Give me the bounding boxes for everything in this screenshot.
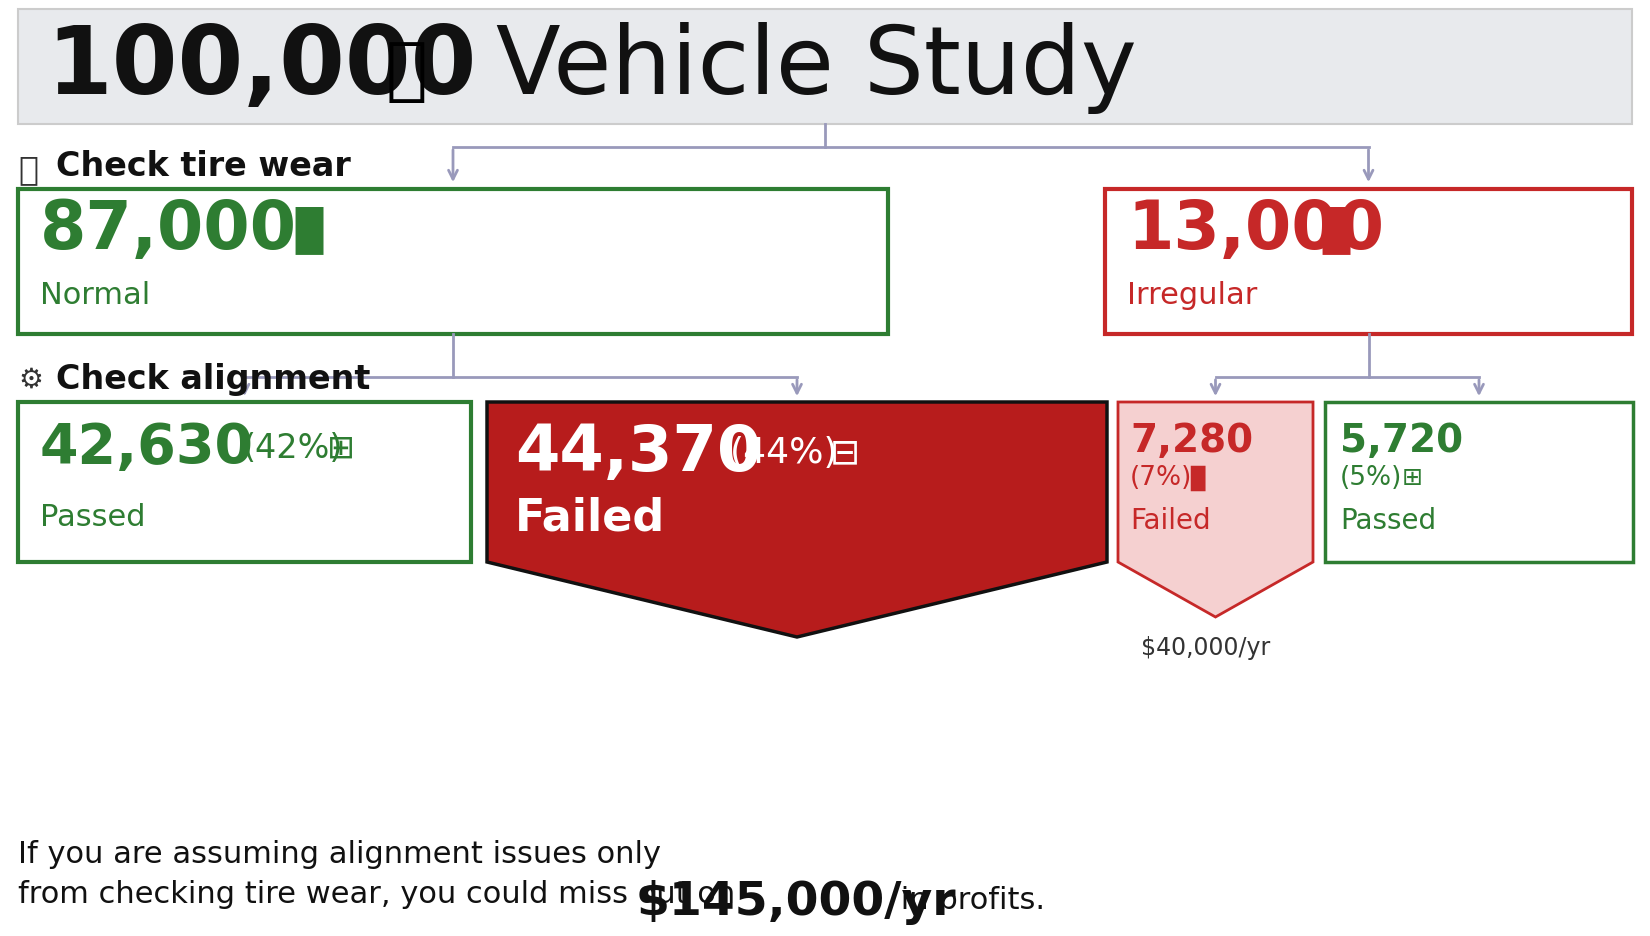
- Text: $145,000/yr: $145,000/yr: [635, 879, 955, 924]
- Text: 44,370: 44,370: [515, 421, 761, 484]
- Text: 100,000: 100,000: [46, 22, 477, 113]
- Text: Ⓣ: Ⓣ: [18, 153, 38, 186]
- Text: (5%): (5%): [1340, 464, 1402, 490]
- Text: ⊞: ⊞: [327, 431, 355, 464]
- Text: Vehicle Study: Vehicle Study: [465, 22, 1137, 113]
- Bar: [18, 190, 888, 335]
- Text: ▊: ▊: [295, 206, 332, 254]
- Text: in profits.: in profits.: [891, 885, 1044, 914]
- Polygon shape: [1119, 402, 1313, 618]
- Bar: [18, 10, 1632, 124]
- Text: Check alignment: Check alignment: [56, 362, 370, 396]
- Text: Failed: Failed: [515, 496, 665, 539]
- Bar: [1325, 402, 1634, 563]
- Text: 87,000: 87,000: [40, 197, 297, 263]
- Bar: [18, 402, 470, 563]
- Text: ⊞: ⊞: [1402, 465, 1422, 490]
- Text: $40,000/yr: $40,000/yr: [1140, 636, 1270, 659]
- Text: 13,000: 13,000: [1127, 197, 1384, 263]
- Text: ▊: ▊: [1190, 465, 1209, 490]
- Text: Failed: Failed: [1130, 506, 1211, 534]
- Text: Normal: Normal: [40, 280, 150, 309]
- Text: Check tire wear: Check tire wear: [56, 150, 351, 183]
- Text: If you are assuming alignment issues only: If you are assuming alignment issues onl…: [18, 839, 662, 868]
- Text: 🚗: 🚗: [386, 38, 427, 105]
- Text: 5,720: 5,720: [1340, 421, 1464, 460]
- Text: Passed: Passed: [1340, 506, 1436, 534]
- Text: (7%): (7%): [1130, 464, 1193, 490]
- Text: Irregular: Irregular: [1127, 280, 1257, 309]
- Bar: [1106, 190, 1632, 335]
- Text: 7,280: 7,280: [1130, 421, 1252, 460]
- Text: ⚙: ⚙: [18, 366, 43, 393]
- Text: 42,630: 42,630: [40, 420, 254, 475]
- Text: (44%): (44%): [729, 435, 838, 470]
- Polygon shape: [487, 402, 1107, 637]
- Text: Passed: Passed: [40, 503, 145, 532]
- Text: ⊟: ⊟: [830, 435, 860, 470]
- Text: from checking tire wear, you could miss out on: from checking tire wear, you could miss …: [18, 879, 736, 908]
- Text: (42%): (42%): [243, 431, 343, 464]
- Text: ▊: ▊: [1322, 206, 1358, 254]
